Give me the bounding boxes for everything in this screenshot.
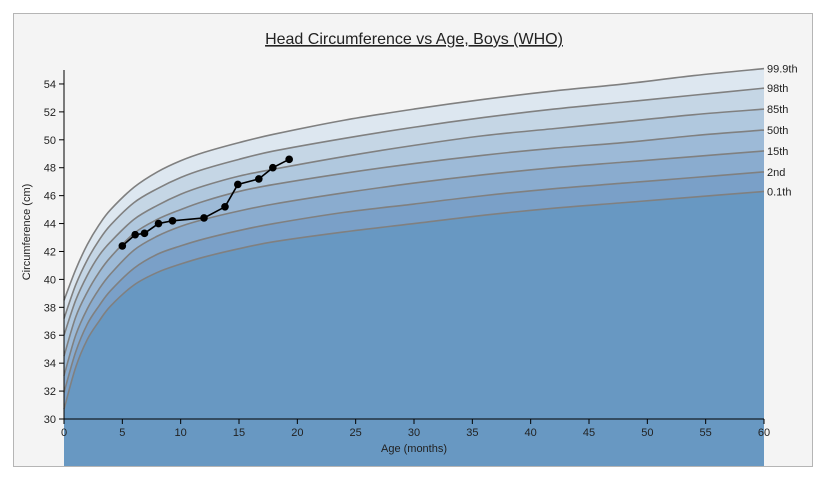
data-point [221,203,229,211]
data-point [200,214,208,222]
chart-title: Head Circumference vs Age, Boys (WHO) [265,31,563,48]
data-point [140,229,149,238]
x-tick-label: 25 [350,427,362,439]
x-tick-label: 20 [291,427,303,439]
data-point [131,230,139,239]
x-tick-label: 30 [408,427,420,439]
percentile-label: 99.9th [767,64,798,76]
y-tick-label: 54 [44,79,56,91]
y-tick-label: 44 [44,219,56,231]
percentile-curves [63,67,765,410]
y-tick-label: 48 [44,163,56,175]
data-point [255,175,263,183]
y-tick-label: 34 [44,358,56,370]
x-tick-label: 50 [641,427,653,439]
chart-canvas: Head Circumference vs Age, Boys (WHO) 30… [21,31,798,466]
x-tick-label: 0 [61,427,67,439]
data-point [269,163,277,172]
y-tick-label: 42 [44,246,56,258]
data-point [234,180,242,189]
data-point [118,242,127,250]
axes: 30 32 34 36 38 40 42 44 46 48 50 52 54 0 5 10 15 20 25 30 35… [44,70,770,439]
y-tick-label: 38 [44,302,56,314]
data-point [285,155,293,164]
y-tick-label: 40 [44,274,56,286]
y-tick-label: 30 [44,414,56,426]
patient-series [118,155,293,250]
x-tick-label: 10 [175,427,187,439]
y-tick-label: 50 [44,135,56,147]
percentile-label: 2nd [767,167,785,179]
percentile-label: 50th [767,125,788,137]
percentile-label: 85th [767,104,788,116]
data-point [168,216,177,225]
x-tick-label: 5 [119,427,125,439]
x-tick-label: 45 [583,427,595,439]
chart-frame: Head Circumference vs Age, Boys (WHO) 30… [13,13,813,467]
curve-4 [63,129,765,357]
x-tick-label: 40 [525,427,537,439]
x-tick-label: 35 [466,427,478,439]
band-7 [64,191,764,466]
percentile-labels: 99.9th 98th 85th 50th 15th 2nd 0.1th [767,64,798,199]
y-tick-label: 46 [44,191,56,203]
data-point [154,219,163,228]
y-tick-label: 32 [44,386,56,398]
x-tick-label: 15 [233,427,245,439]
percentile-label: 15th [767,146,788,158]
x-tick-label: 55 [700,427,712,439]
x-tick-label: 60 [758,427,770,439]
curve-7 [63,190,765,410]
x-axis-title: Age (months) [381,443,447,455]
percentile-label: 0.1th [767,186,791,198]
percentile-label: 98th [767,83,788,95]
curve-6 [63,171,765,393]
curve-2 [63,87,765,319]
y-tick-label: 36 [44,330,56,342]
curve-5 [63,150,765,376]
y-tick-label: 52 [44,107,56,119]
y-axis-title: Circumference (cm) [21,184,33,281]
curve-1 [63,67,765,301]
curve-3 [63,108,765,336]
